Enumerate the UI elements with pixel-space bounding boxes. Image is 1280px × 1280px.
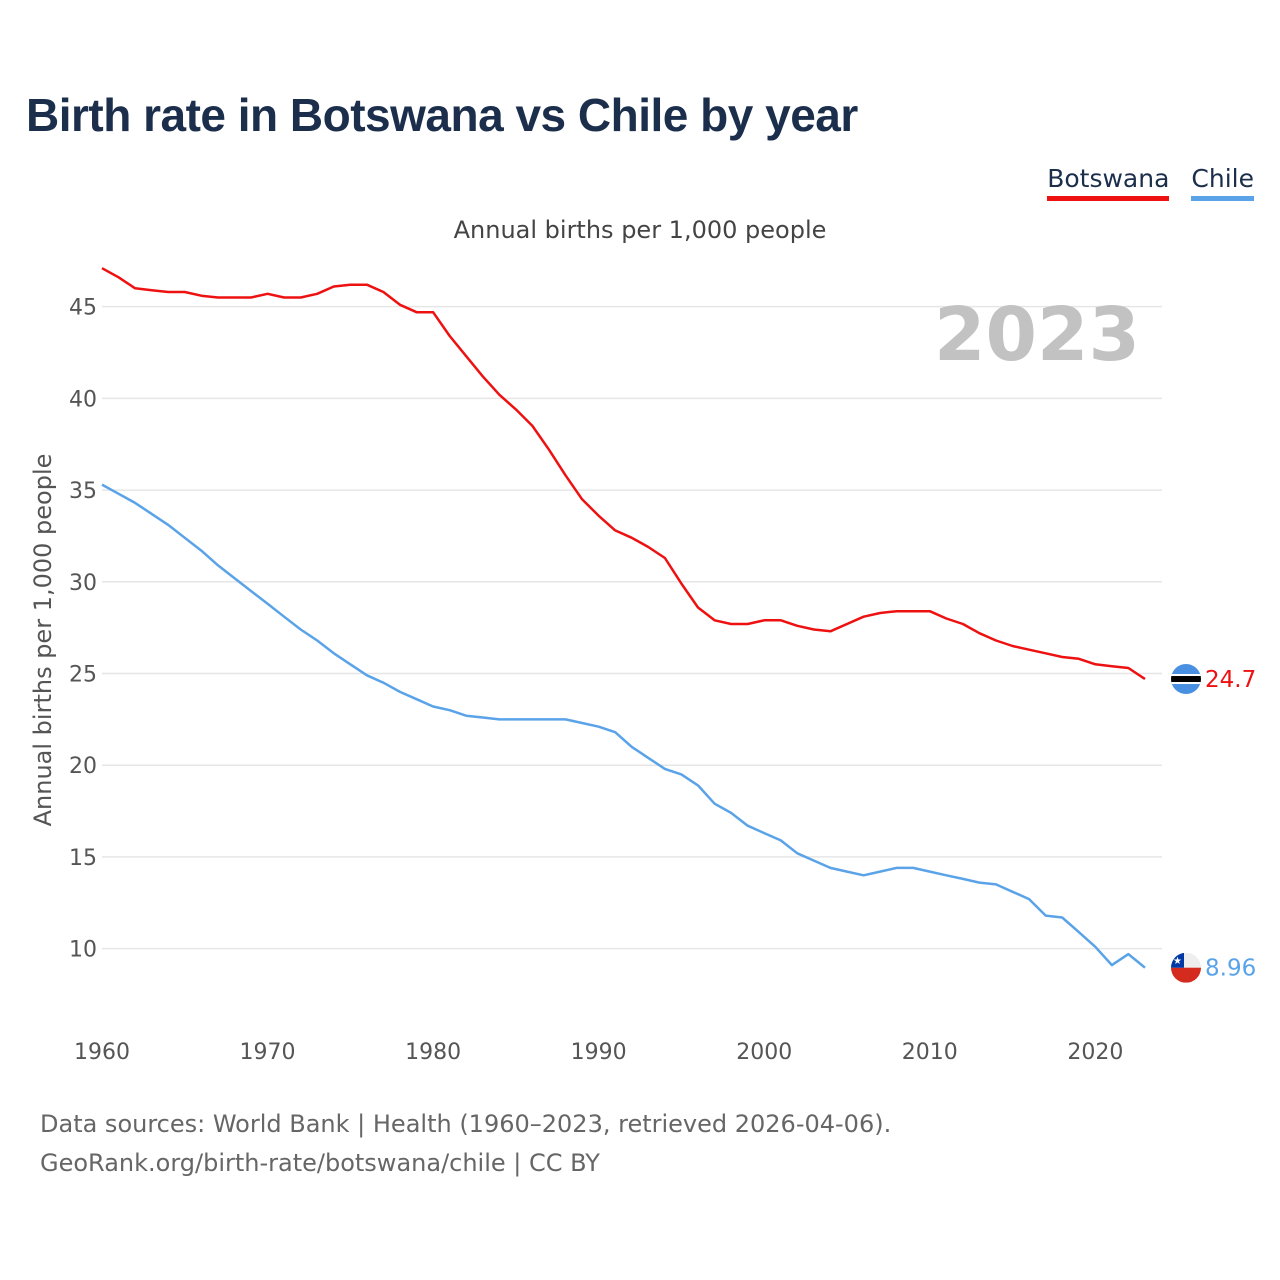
end-value-label-botswana: 24.7	[1205, 667, 1256, 693]
end-value-label-chile: 8.96	[1205, 956, 1256, 982]
gridlines	[102, 305, 1162, 950]
legend: Botswana Chile	[1047, 164, 1254, 201]
y-tick-label: 45	[69, 296, 97, 321]
chart-subtitle: Annual births per 1,000 people	[453, 216, 827, 244]
x-tick-label: 2000	[736, 1040, 792, 1065]
data-source-note: Data sources: World Bank | Health (1960–…	[40, 1110, 892, 1138]
legend-item-botswana[interactable]: Botswana	[1047, 164, 1170, 201]
series-lines	[101, 267, 1146, 969]
flag-chile-icon: ★	[1171, 952, 1201, 983]
y-tick-label: 25	[69, 663, 97, 688]
svg-text:★: ★	[1173, 956, 1182, 967]
x-tick-label: 1970	[240, 1040, 296, 1065]
end-markers: 24.7 ★ 8.96	[1171, 664, 1256, 983]
y-tick-label: 15	[69, 846, 97, 871]
x-tick-label: 1990	[571, 1040, 627, 1065]
x-axis-ticks: 1960 1970 1980 1990 2000 2010 2020	[74, 1040, 1123, 1065]
year-watermark: 2023	[934, 292, 1140, 378]
y-tick-label: 40	[69, 387, 97, 412]
y-tick-label: 10	[69, 938, 97, 963]
source-url[interactable]: GeoRank.org/birth-rate/botswana/chile | …	[40, 1149, 600, 1177]
series-line-chile	[101, 483, 1146, 969]
page-title: Birth rate in Botswana vs Chile by year	[26, 89, 858, 141]
line-chart: 10 15 20 25 30 35 40 45 1960 1970 1980 1990 2000 201…	[29, 267, 1256, 1065]
y-tick-label: 35	[69, 479, 97, 504]
y-axis-label: Annual births per 1,000 people	[29, 454, 57, 827]
y-tick-label: 30	[69, 571, 97, 596]
x-tick-label: 2020	[1067, 1040, 1123, 1065]
x-tick-label: 1960	[74, 1040, 130, 1065]
series-line-botswana	[101, 267, 1146, 681]
x-tick-label: 2010	[902, 1040, 958, 1065]
legend-item-chile[interactable]: Chile	[1191, 164, 1254, 201]
y-axis-ticks: 10 15 20 25 30 35 40 45	[69, 296, 97, 963]
y-tick-label: 20	[69, 754, 97, 779]
x-tick-label: 1980	[405, 1040, 461, 1065]
flag-botswana-icon	[1171, 664, 1201, 695]
footer: Data sources: World Bank | Health (1960–…	[40, 1105, 891, 1183]
